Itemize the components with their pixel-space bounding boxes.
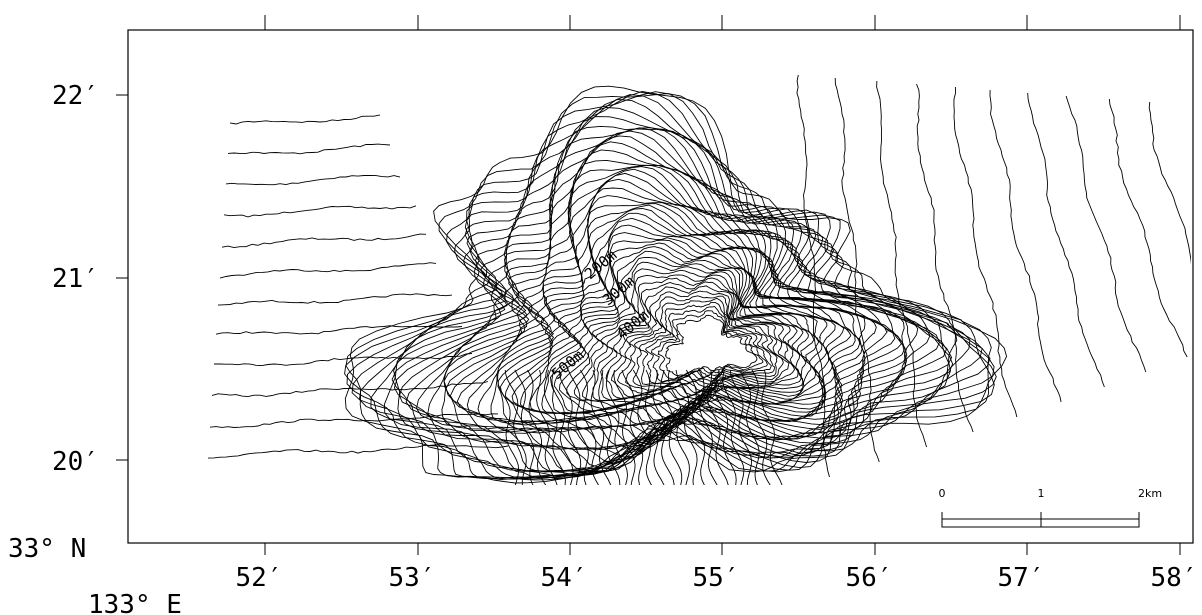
lon-label: 53′ bbox=[389, 563, 436, 593]
lat-label: 20′ bbox=[52, 447, 99, 477]
contour-label: 400m bbox=[613, 306, 652, 343]
contour bbox=[1066, 96, 1146, 372]
corner-lon: 133° E bbox=[88, 590, 182, 615]
corner-lat: 33° N bbox=[8, 534, 86, 564]
contour bbox=[1109, 99, 1187, 357]
scale-label: 2km bbox=[1138, 487, 1162, 500]
scale-label: 0 bbox=[939, 487, 946, 500]
contour bbox=[633, 370, 654, 490]
contour bbox=[228, 144, 390, 154]
lon-label: 54′ bbox=[541, 563, 588, 593]
contour-lines bbox=[208, 75, 1202, 490]
contour bbox=[917, 84, 974, 432]
contour-label: 500m bbox=[548, 346, 587, 383]
lon-label: 58′ bbox=[1151, 563, 1198, 593]
lon-label: 55′ bbox=[693, 563, 740, 593]
contour bbox=[210, 414, 498, 428]
lat-label: 21′ bbox=[52, 264, 99, 294]
scale-bar bbox=[942, 512, 1139, 527]
contour bbox=[1149, 102, 1202, 342]
lon-label: 56′ bbox=[846, 563, 893, 593]
contour bbox=[1028, 93, 1105, 387]
contour bbox=[220, 263, 436, 278]
contour bbox=[222, 234, 426, 248]
lon-label: 57′ bbox=[998, 563, 1045, 593]
contour bbox=[512, 213, 855, 424]
contour bbox=[505, 209, 859, 427]
scale-label: 1 bbox=[1038, 487, 1045, 500]
contour bbox=[467, 179, 895, 446]
lat-label: 22′ bbox=[52, 81, 99, 111]
contour bbox=[230, 115, 380, 124]
contour bbox=[676, 370, 697, 490]
contour bbox=[666, 315, 757, 376]
lon-label: 52′ bbox=[236, 563, 283, 593]
map: 22′ 21′ 20′ 33° N 133° E 200m 300m 400m … bbox=[0, 0, 1202, 615]
contour bbox=[226, 175, 400, 184]
contour bbox=[218, 294, 452, 305]
contour bbox=[530, 225, 844, 420]
contour bbox=[224, 206, 416, 217]
contour bbox=[990, 90, 1061, 402]
